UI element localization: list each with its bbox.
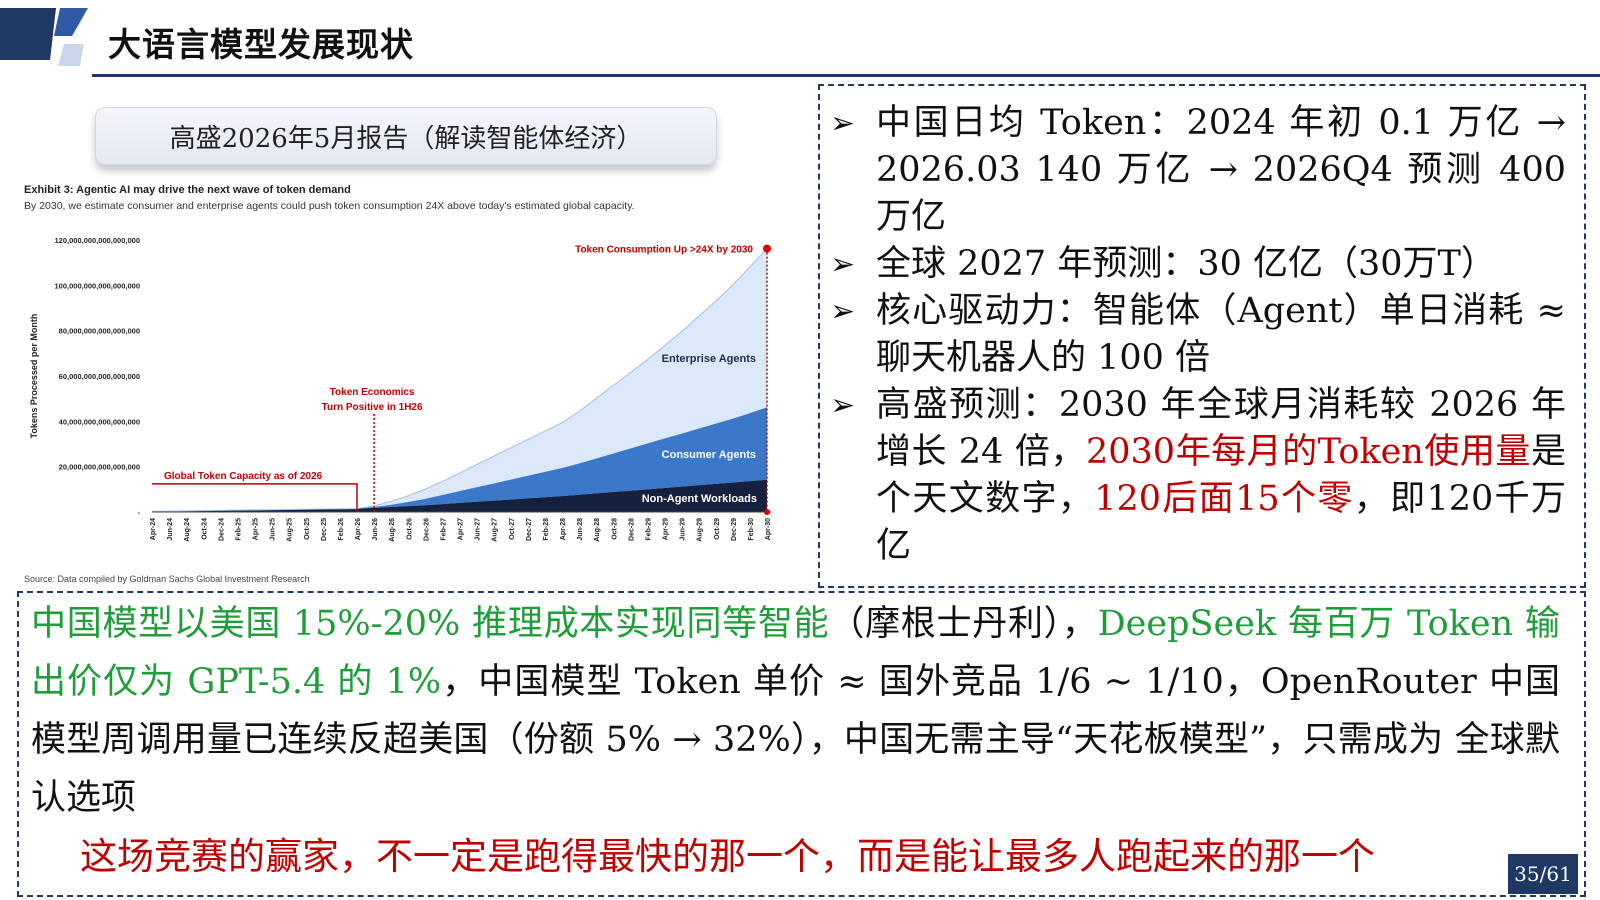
summary-text: （摩根士丹利），	[829, 604, 1098, 644]
y-tick-label: 40,000,000,000,000,000	[59, 417, 140, 426]
exhibit-source: Source: Data compiled by Goldman Sachs G…	[24, 574, 310, 584]
green-highlight: DeepSeek 每百万 Token 输出价仅为 GPT-5.4 的 1%	[31, 604, 1560, 702]
page-title: 大语言模型发展现状	[108, 25, 414, 64]
bullet-text: 中国日均 Token：2024 年初 0.1 万亿 → 2026.03 140 …	[876, 103, 1566, 237]
x-tick-label: Feb-26	[338, 518, 345, 541]
report-label: 高盛2026年5月报告（解读智能体经济）	[95, 107, 717, 165]
header-divider	[92, 74, 1600, 77]
series-label: Consumer Agents	[662, 449, 756, 461]
bullet-global-2027: ➢ 全球 2027 年预测：30 亿亿（30万T）	[830, 241, 1566, 288]
summary-panel: 中国模型以美国 15%-20% 推理成本实现同等智能（摩根士丹利），DeepSe…	[17, 591, 1586, 897]
x-tick-label: Dec-27	[526, 518, 533, 541]
y-tick-label: 20,000,000,000,000,000	[59, 463, 140, 472]
arrow-bullet-icon: ➢	[830, 106, 856, 141]
x-tick-label: Dec-25	[321, 518, 328, 541]
token-demand-chart: 120,000,000,000,000,000 100,000,000,000,0…	[29, 236, 772, 542]
bullet-text: 核心驱动力：智能体（Agent）单日消耗 ≈ 聊天机器人的 100 倍	[876, 291, 1566, 378]
arrow-bullet-icon: ➢	[830, 388, 856, 423]
x-tick-label: Feb-28	[543, 518, 550, 541]
x-tick-label: Dec-24	[218, 518, 225, 541]
chart-figure: Exhibit 3: Agentic AI may drive the next…	[18, 182, 798, 587]
economics-label: Turn Positive in 1H26	[322, 402, 423, 413]
capacity-outline	[152, 483, 358, 512]
x-tick-label: Feb-25	[235, 518, 242, 541]
logo-mark	[0, 8, 88, 66]
consumption-base-point	[764, 509, 770, 515]
bullet-china-daily-token: ➢ 中国日均 Token：2024 年初 0.1 万亿 → 2026.03 14…	[830, 100, 1566, 241]
x-tick-label: Dec-29	[731, 518, 738, 541]
x-tick-label: Apr-29	[663, 518, 670, 540]
green-highlight: 中国模型以美国 15%-20% 推理成本实现同等智能	[31, 604, 830, 644]
exhibit-subtitle: By 2030, we estimate consumer and enterp…	[24, 200, 635, 212]
x-tick-label: Feb-30	[748, 518, 755, 541]
x-tick-label: Apr-28	[560, 518, 567, 540]
x-tick-label: Aug-28	[594, 518, 601, 542]
x-tick-label: Jun-27	[475, 518, 482, 541]
x-tick-label: Aug-26	[389, 518, 396, 542]
x-tick-label: Dec-26	[423, 518, 430, 541]
bullet-goldman-forecast: ➢ 高盛预测：2030 年全球月消耗较 2026 年增长 24 倍，2030年每…	[830, 382, 1566, 570]
bullet-text: 高盛预测：2030 年全球月消耗较 2026 年增长 24 倍，	[876, 385, 1566, 472]
x-tick-label: Oct-27	[509, 518, 516, 540]
x-tick-label: Jun-26	[372, 518, 379, 541]
economics-label: Token Economics	[330, 387, 415, 398]
bullet-text: 是个天文数字，	[876, 432, 1566, 519]
bullet-text: 全球 2027 年预测：30 亿亿（30万T）	[876, 244, 1496, 284]
bullet-core-driver: ➢ 核心驱动力：智能体（Agent）单日消耗 ≈ 聊天机器人的 100 倍	[830, 288, 1566, 382]
x-tick-label: Apr-24	[150, 518, 157, 540]
exhibit-title: Exhibit 3: Agentic AI may drive the next…	[24, 184, 351, 196]
x-tick-label: Oct-29	[714, 518, 721, 540]
x-tick-label: Aug-25	[287, 518, 294, 542]
x-tick-label: Aug-24	[184, 518, 191, 542]
x-tick-label: Aug-27	[492, 518, 499, 542]
x-tick-label: Oct-25	[304, 518, 311, 540]
bullet-text: ，即120千万亿	[876, 479, 1566, 566]
x-tick-label: Aug-29	[697, 518, 704, 542]
consumption-label: Token Consumption Up >24X by 2030	[575, 245, 753, 256]
x-tick-label: Oct-28	[611, 518, 618, 540]
x-tick-label: Apr-27	[458, 518, 465, 540]
area-non-agent-workloads	[152, 479, 767, 512]
x-tick-label: Dec-28	[628, 518, 635, 541]
highlight-text: 120后面15个零	[1094, 479, 1354, 519]
x-tick-label: Jun-24	[167, 518, 174, 541]
series-label: Enterprise Agents	[662, 353, 756, 365]
x-tick-label: Apr-30	[765, 518, 772, 540]
highlight-text: 2030年每月的Token使用量	[1085, 432, 1531, 472]
closing-slogan: 这场竞赛的赢家，不一定是跑得最快的那一个，而是能让最多人跑起来的那一个	[80, 835, 1375, 878]
arrow-bullet-icon: ➢	[830, 294, 856, 329]
x-tick-label: Jun-25	[270, 518, 277, 541]
y-axis-label: Tokens Processed per Month	[29, 314, 39, 439]
y-tick-label: 80,000,000,000,000,000	[59, 327, 140, 336]
consumption-end-point	[763, 244, 771, 253]
arrow-bullet-icon: ➢	[830, 247, 856, 282]
y-tick-label: 120,000,000,000,000,000	[55, 236, 141, 245]
page-number: 35/61	[1508, 854, 1578, 894]
area-enterprise-agents	[152, 248, 767, 512]
x-tick-label: Feb-27	[440, 518, 447, 541]
y-tick-label: 60,000,000,000,000,000	[59, 372, 140, 381]
summary-text: ，中国模型 Token 单价 ≈ 国外竞品 1/6 ~ 1/10，OpenRou…	[31, 662, 1560, 818]
x-tick-label: Oct-26	[406, 518, 413, 540]
x-tick-label: Feb-29	[645, 518, 652, 541]
y-tick-label: -	[138, 508, 141, 517]
capacity-label: Global Token Capacity as of 2026	[164, 471, 323, 482]
x-tick-label: Apr-26	[355, 518, 362, 540]
x-tick-label: Jun-28	[577, 518, 584, 541]
y-tick-label: 100,000,000,000,000,000	[55, 281, 141, 290]
series-label: Non-Agent Workloads	[642, 493, 757, 505]
total-line	[151, 248, 768, 512]
summary-paragraph: 中国模型以美国 15%-20% 推理成本实现同等智能（摩根士丹利），DeepSe…	[19, 593, 1584, 827]
x-tick-label: Jun-29	[680, 518, 687, 541]
x-tick-label: Apr-25	[253, 518, 260, 540]
area-consumer-agents	[152, 407, 767, 512]
key-facts-panel: ➢ 中国日均 Token：2024 年初 0.1 万亿 → 2026.03 14…	[818, 84, 1586, 588]
x-tick-label: Oct-24	[201, 518, 208, 540]
